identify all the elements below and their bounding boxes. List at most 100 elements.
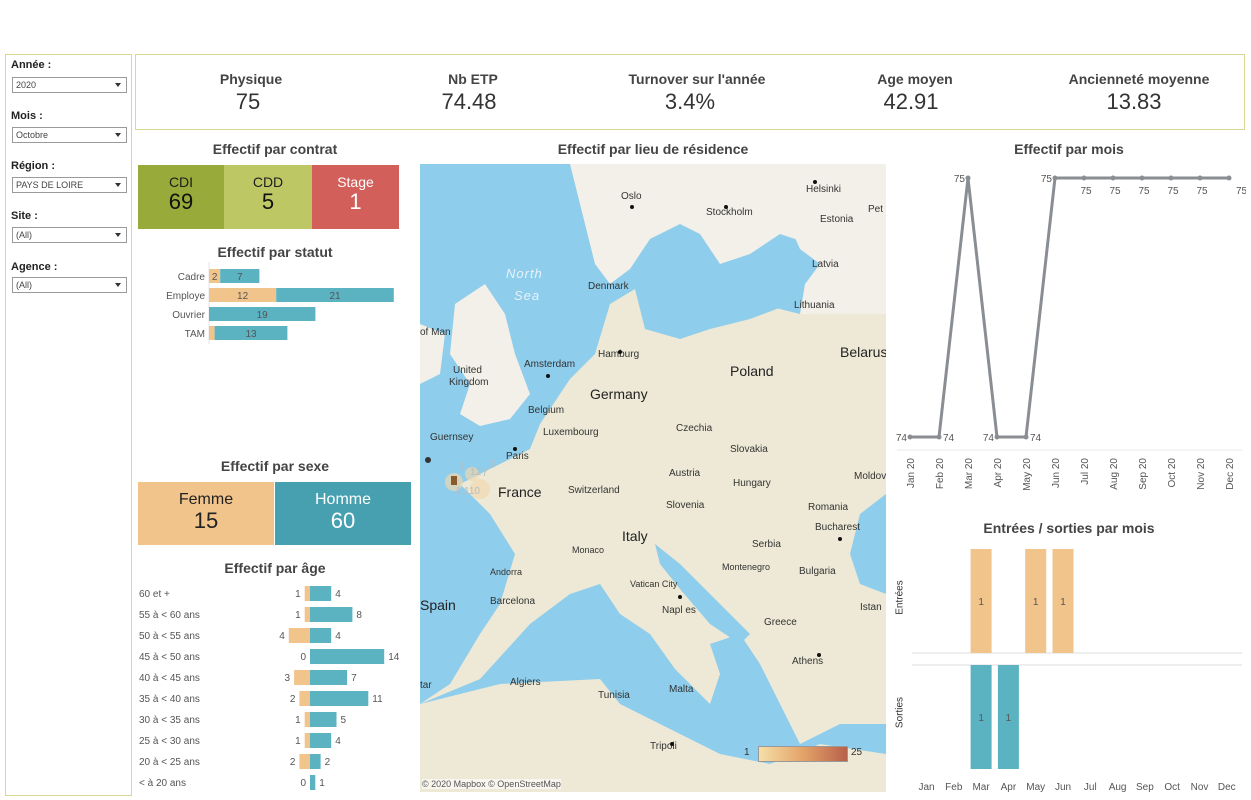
map-view[interactable]: 1 12 2 7 1 110 Helsinki Oslo Stockholm E… <box>420 164 886 792</box>
age-bar-femme[interactable] <box>288 628 310 643</box>
statut-bar-femme[interactable] <box>209 269 221 283</box>
age-bar-homme[interactable] <box>310 733 332 748</box>
age-bar-femme[interactable] <box>304 607 310 622</box>
mois-value-label: 75 <box>1041 174 1053 185</box>
filter-label-agence: Agence : <box>11 261 58 273</box>
age-value-femme: 0 <box>300 778 306 789</box>
statut-bar-femme[interactable] <box>209 288 277 302</box>
mois-tick-label: Apr 20 <box>993 458 1004 488</box>
age-bar-femme[interactable] <box>304 712 310 727</box>
es-tick-label: Mar <box>972 782 990 793</box>
statut-bar-homme[interactable] <box>209 307 316 321</box>
age-chart: 60 et +1 455 à < 60 ans 1 850 à < 55 ans 4 44… <box>139 586 400 790</box>
contrat-cdd-label: CDD <box>252 174 284 190</box>
mois-point[interactable] <box>1052 175 1058 181</box>
map-label: Lithuania <box>794 300 835 311</box>
age-value-femme: 1 <box>295 589 301 600</box>
es-tick-label: Jun <box>1055 782 1071 793</box>
mois-point[interactable] <box>1226 175 1232 181</box>
mois-select[interactable]: Octobre <box>12 127 127 143</box>
statut-bar-homme[interactable] <box>214 326 288 340</box>
mois-point[interactable] <box>1023 434 1029 440</box>
sexe-homme-tile[interactable]: Homme 60 <box>275 482 411 545</box>
age-bar-homme[interactable] <box>310 775 316 790</box>
contrat-cdi-tile[interactable]: CDI 69 <box>138 165 224 229</box>
es-bar-sortie[interactable] <box>997 665 1019 769</box>
city-dot <box>546 374 550 378</box>
age-bar-homme[interactable] <box>310 712 337 727</box>
age-bar-femme[interactable] <box>304 733 310 748</box>
cluster-mark[interactable] <box>425 457 431 463</box>
map-land <box>420 164 886 792</box>
contrat-cdd-tile[interactable]: CDD 5 <box>224 165 312 229</box>
age-bar-homme[interactable] <box>310 649 385 664</box>
mois-point[interactable] <box>1139 175 1145 181</box>
es-bar-entree[interactable] <box>970 549 992 653</box>
map-label: Switzerland <box>568 485 620 496</box>
mois-tick-label: Oct 20 <box>1167 458 1178 488</box>
mois-point[interactable] <box>965 175 971 181</box>
es-bar-entree[interactable] <box>1025 549 1047 653</box>
age-bar-homme[interactable] <box>310 628 332 643</box>
age-bar-femme[interactable] <box>294 670 310 685</box>
age-row-label: 20 à < 25 ans <box>139 757 200 768</box>
kpi-age-title: Age moyen <box>877 71 953 87</box>
agence-select[interactable]: (All) <box>12 277 127 293</box>
kpi-anciennete-title: Ancienneté moyenne <box>1068 71 1210 87</box>
mois-point[interactable] <box>1168 175 1174 181</box>
statut-bar-homme[interactable] <box>220 269 260 283</box>
region-select[interactable]: PAYS DE LOIRE <box>12 177 127 193</box>
cluster-mark[interactable] <box>465 467 479 481</box>
cluster-hot-mark[interactable] <box>451 476 457 485</box>
statut-bar-homme[interactable] <box>276 288 394 302</box>
contrat-stage-tile[interactable]: Stage 1 <box>312 165 399 229</box>
age-value-femme: 4 <box>279 631 285 642</box>
mois-point[interactable] <box>1197 175 1203 181</box>
statut-chart: Cadre 2 7 Employe 12 21 Ouvrier 19 TAM 13 <box>166 262 394 344</box>
site-select[interactable]: (All) <box>12 227 127 243</box>
age-bar-femme[interactable] <box>299 691 310 706</box>
es-tick-label: Jan <box>918 782 934 793</box>
mois-point[interactable] <box>907 434 913 440</box>
mois-tick-label: Mar 20 <box>964 458 975 490</box>
map-label: Istan <box>860 602 882 613</box>
es-bar-sortie[interactable] <box>970 665 992 769</box>
age-bar-homme[interactable] <box>310 586 332 601</box>
map-label: Barcelona <box>490 596 536 607</box>
sexe-femme-value: 15 <box>193 508 219 533</box>
city-dot <box>513 447 517 451</box>
age-bar-homme[interactable] <box>310 691 369 706</box>
map-label: Moldov <box>854 471 886 482</box>
mois-point[interactable] <box>1081 175 1087 181</box>
annee-select[interactable]: 2020 <box>12 77 127 93</box>
cluster-mark[interactable] <box>470 479 490 499</box>
map-label: Athens <box>792 656 824 667</box>
age-bar-homme[interactable] <box>310 754 321 769</box>
age-bar-femme[interactable] <box>299 754 310 769</box>
statut-value-homme: 19 <box>257 310 269 321</box>
age-row-label: 35 à < 40 ans <box>139 694 200 705</box>
age-bar-homme[interactable] <box>310 607 353 622</box>
es-bar-entree[interactable] <box>1052 549 1074 653</box>
mois-point[interactable] <box>1110 175 1116 181</box>
map-label: Paris <box>506 451 529 462</box>
age-value-femme: 2 <box>290 757 296 768</box>
chevron-down-icon <box>115 133 121 137</box>
es-tick-label: May <box>1026 782 1045 793</box>
map-label: Austria <box>669 468 701 479</box>
map-label: Hamburg <box>598 349 640 360</box>
city-dot <box>817 653 821 657</box>
mois-point[interactable] <box>994 434 1000 440</box>
mois-point[interactable] <box>936 434 942 440</box>
map-label: Andorra <box>490 567 523 577</box>
age-bar-femme[interactable] <box>304 586 310 601</box>
kpi-turnover-value: 3.4% <box>664 89 716 114</box>
age-bar-homme[interactable] <box>310 670 348 685</box>
map-label: Oslo <box>621 191 642 202</box>
map-title: Effectif par lieu de résidence <box>557 141 749 157</box>
sexe-femme-tile[interactable]: Femme 15 <box>138 482 274 545</box>
statut-bar-femme[interactable] <box>209 326 215 340</box>
filter-label-site: Site : <box>11 210 38 222</box>
sexe-homme-value: 60 <box>330 508 356 533</box>
map-label: United <box>453 365 482 376</box>
